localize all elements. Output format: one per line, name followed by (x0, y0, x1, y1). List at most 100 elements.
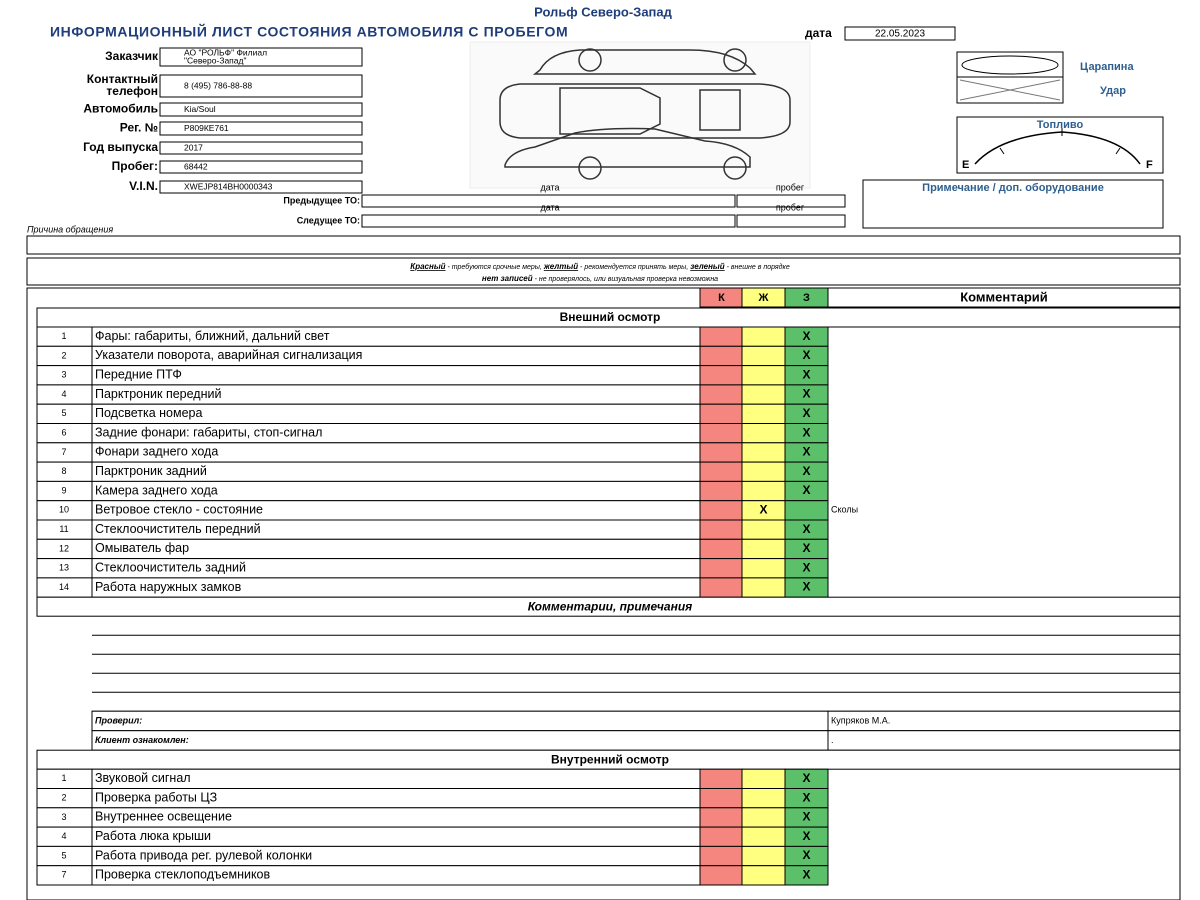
row-item: Фонари заднего хода (95, 445, 218, 459)
column-header (827, 287, 1181, 308)
status-mark: Х (802, 541, 810, 555)
row-num: 1 (61, 773, 66, 783)
row-num: 10 (59, 505, 69, 515)
status-mark: Х (802, 560, 810, 574)
status-cell (699, 326, 744, 347)
field-label: V.I.N. (129, 179, 158, 193)
reason-label: Причина обращения (27, 224, 113, 234)
status-cell (741, 442, 786, 463)
column-header-text: Ж (758, 292, 769, 304)
status-mark: Х (802, 329, 810, 343)
row-num: 4 (61, 831, 66, 841)
section-title: Внутренний осмотр (551, 752, 669, 766)
row-item: Ветровое стекло - состояние (95, 503, 263, 517)
legend-text: - рекомендуется принять меры, (578, 263, 690, 271)
status-mark: Х (802, 522, 810, 536)
legend-box (26, 257, 1181, 286)
service-label: Следущее ТО: (297, 215, 360, 225)
field-label: Рег. № (120, 121, 158, 135)
date: 22.05.2023 (875, 29, 925, 40)
field-label: Контактный (87, 72, 158, 86)
status-cell (699, 538, 744, 560)
status-cell (741, 365, 786, 386)
row-item: Проверка стеклоподъемников (95, 868, 271, 882)
reason-box (26, 235, 1181, 255)
status-mark: Х (802, 348, 810, 362)
row-item: Работа люка крыши (95, 829, 211, 843)
car-diagram (469, 41, 811, 189)
service-box (361, 214, 736, 228)
row-num: 2 (61, 350, 66, 360)
status-mark: Х (802, 771, 810, 785)
field-value: 8 (495) 786-88-88 (184, 80, 252, 90)
field-value: 2017 (184, 142, 203, 152)
row-num: 7 (61, 447, 66, 457)
row-comment: Сколы (831, 505, 858, 515)
scratch-label: Царапина (1080, 61, 1134, 73)
row-num: 13 (59, 563, 69, 573)
field-value: 68442 (184, 161, 208, 171)
status-cell (741, 865, 786, 886)
row-num: 6 (61, 428, 66, 438)
comments-title-row (36, 596, 1181, 617)
service-date-label: дата (540, 182, 559, 192)
row-item: Указатели поворота, аварийная сигнализац… (95, 348, 362, 362)
service-box (361, 194, 736, 208)
row-num: 4 (61, 389, 66, 399)
sign-label: Клиент ознакомлен: (95, 735, 189, 745)
legend-text: - внешне в порядке (725, 263, 790, 271)
fuel-empty: E (962, 159, 969, 171)
row-num: 7 (61, 870, 66, 880)
status-cell (741, 826, 786, 847)
row-num: 11 (59, 524, 68, 534)
legend-text: нет записей (482, 274, 533, 283)
row-num: 1 (61, 331, 66, 341)
service-mileage-label: пробег (776, 182, 805, 192)
legend-text: желтый (543, 262, 578, 271)
status-mark: Х (802, 848, 810, 862)
fuel-label: Топливо (1037, 119, 1084, 131)
sign-value: . (831, 735, 834, 745)
row-item: Передние ПТФ (95, 368, 182, 382)
status-cell (699, 577, 744, 598)
status-cell (699, 442, 744, 463)
row-num: 14 (59, 582, 69, 592)
item-cell (91, 365, 701, 386)
date-box (844, 26, 956, 41)
hit-label: Удар (1100, 85, 1126, 97)
sign-label: Проверил: (95, 716, 142, 726)
status-mark: Х (802, 810, 810, 824)
status-cell (784, 865, 829, 886)
status-cell (699, 807, 744, 828)
row-item: Работа привода рег. рулевой колонки (95, 848, 312, 862)
status-cell (699, 768, 744, 790)
row-item: Камера заднего хода (95, 483, 218, 497)
status-cell (699, 384, 744, 405)
row-num: 2 (61, 793, 66, 803)
row-item: Проверка работы ЦЗ (95, 790, 217, 804)
company: Рольф Северо-Запад (534, 4, 673, 19)
status-cell (741, 788, 786, 809)
sign-value-cell (827, 730, 1181, 751)
section-title: Внешний осмотр (560, 310, 661, 324)
status-cell (741, 519, 786, 540)
row-item: Работа наружных замков (95, 580, 242, 594)
field-box (159, 180, 363, 194)
status-mark: Х (802, 464, 810, 478)
title: ИНФОРМАЦИОННЫЙ ЛИСТ СОСТОЯНИЯ АВТОМОБИЛЯ… (50, 23, 568, 40)
row-num: 12 (59, 543, 69, 553)
status-cell (741, 423, 786, 444)
field-box (159, 160, 363, 174)
row-item: Парктроник передний (95, 387, 221, 401)
field-label: телефон (106, 84, 158, 98)
fuel-box (956, 116, 1164, 174)
status-mark: Х (802, 483, 810, 497)
status-cell (741, 807, 786, 828)
row-item: Стеклоочиститель передний (95, 522, 261, 536)
status-cell (741, 461, 786, 482)
field-value: АО "РОЛЬФ" Филиал (184, 47, 267, 57)
field-label: Заказчик (105, 49, 159, 63)
service-box (736, 214, 846, 228)
notes-box (862, 179, 1164, 229)
